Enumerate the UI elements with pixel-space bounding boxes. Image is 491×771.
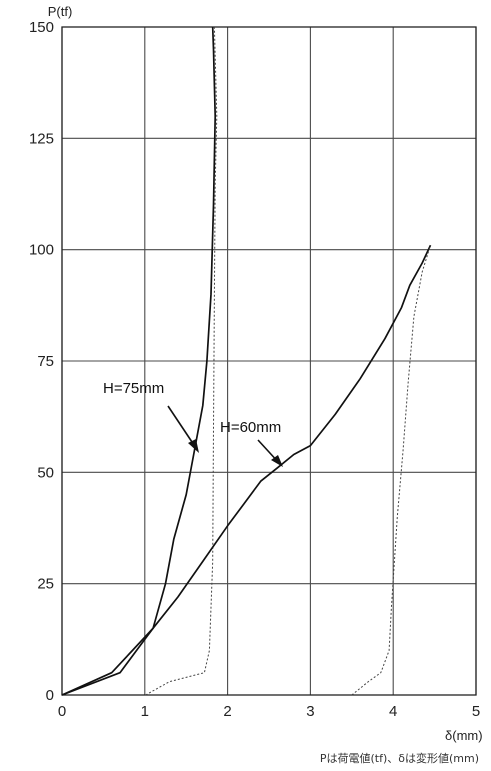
annotation-h60: H=60mm [220, 419, 281, 436]
y-tick-label: 75 [37, 353, 54, 370]
arrow-h75 [167, 405, 197, 449]
series-line-1 [145, 26, 218, 696]
units-note: Pは荷電値(tf)、δは変形値(mm) [320, 751, 479, 765]
x-tick-label: 5 [472, 703, 480, 720]
x-tick-label: 2 [223, 703, 231, 720]
grid [61, 26, 477, 696]
x-tick-label: 0 [58, 703, 66, 720]
y-tick-label: 0 [46, 687, 54, 704]
series-line-2 [61, 244, 432, 696]
x-tick-label: 1 [141, 703, 149, 720]
x-tick-label: 3 [306, 703, 314, 720]
series-line-3 [351, 245, 431, 696]
y-tick-label: 150 [29, 19, 54, 36]
arrow-h60-head [271, 455, 283, 467]
plot-frame [61, 26, 477, 696]
arrow-h75-head [188, 439, 199, 453]
x-axis-label: δ(mm) [445, 728, 483, 743]
y-tick-label: 50 [37, 464, 54, 481]
y-tick-label: 100 [29, 242, 54, 259]
series-line-0 [61, 26, 217, 696]
curves [61, 26, 432, 696]
annotation-h75: H=75mm [103, 380, 164, 397]
y-tick-label: 25 [37, 576, 54, 593]
y-axis-label: P(tf) [48, 4, 73, 19]
y-tick-label: 125 [29, 130, 54, 147]
x-tick-label: 4 [389, 703, 397, 720]
